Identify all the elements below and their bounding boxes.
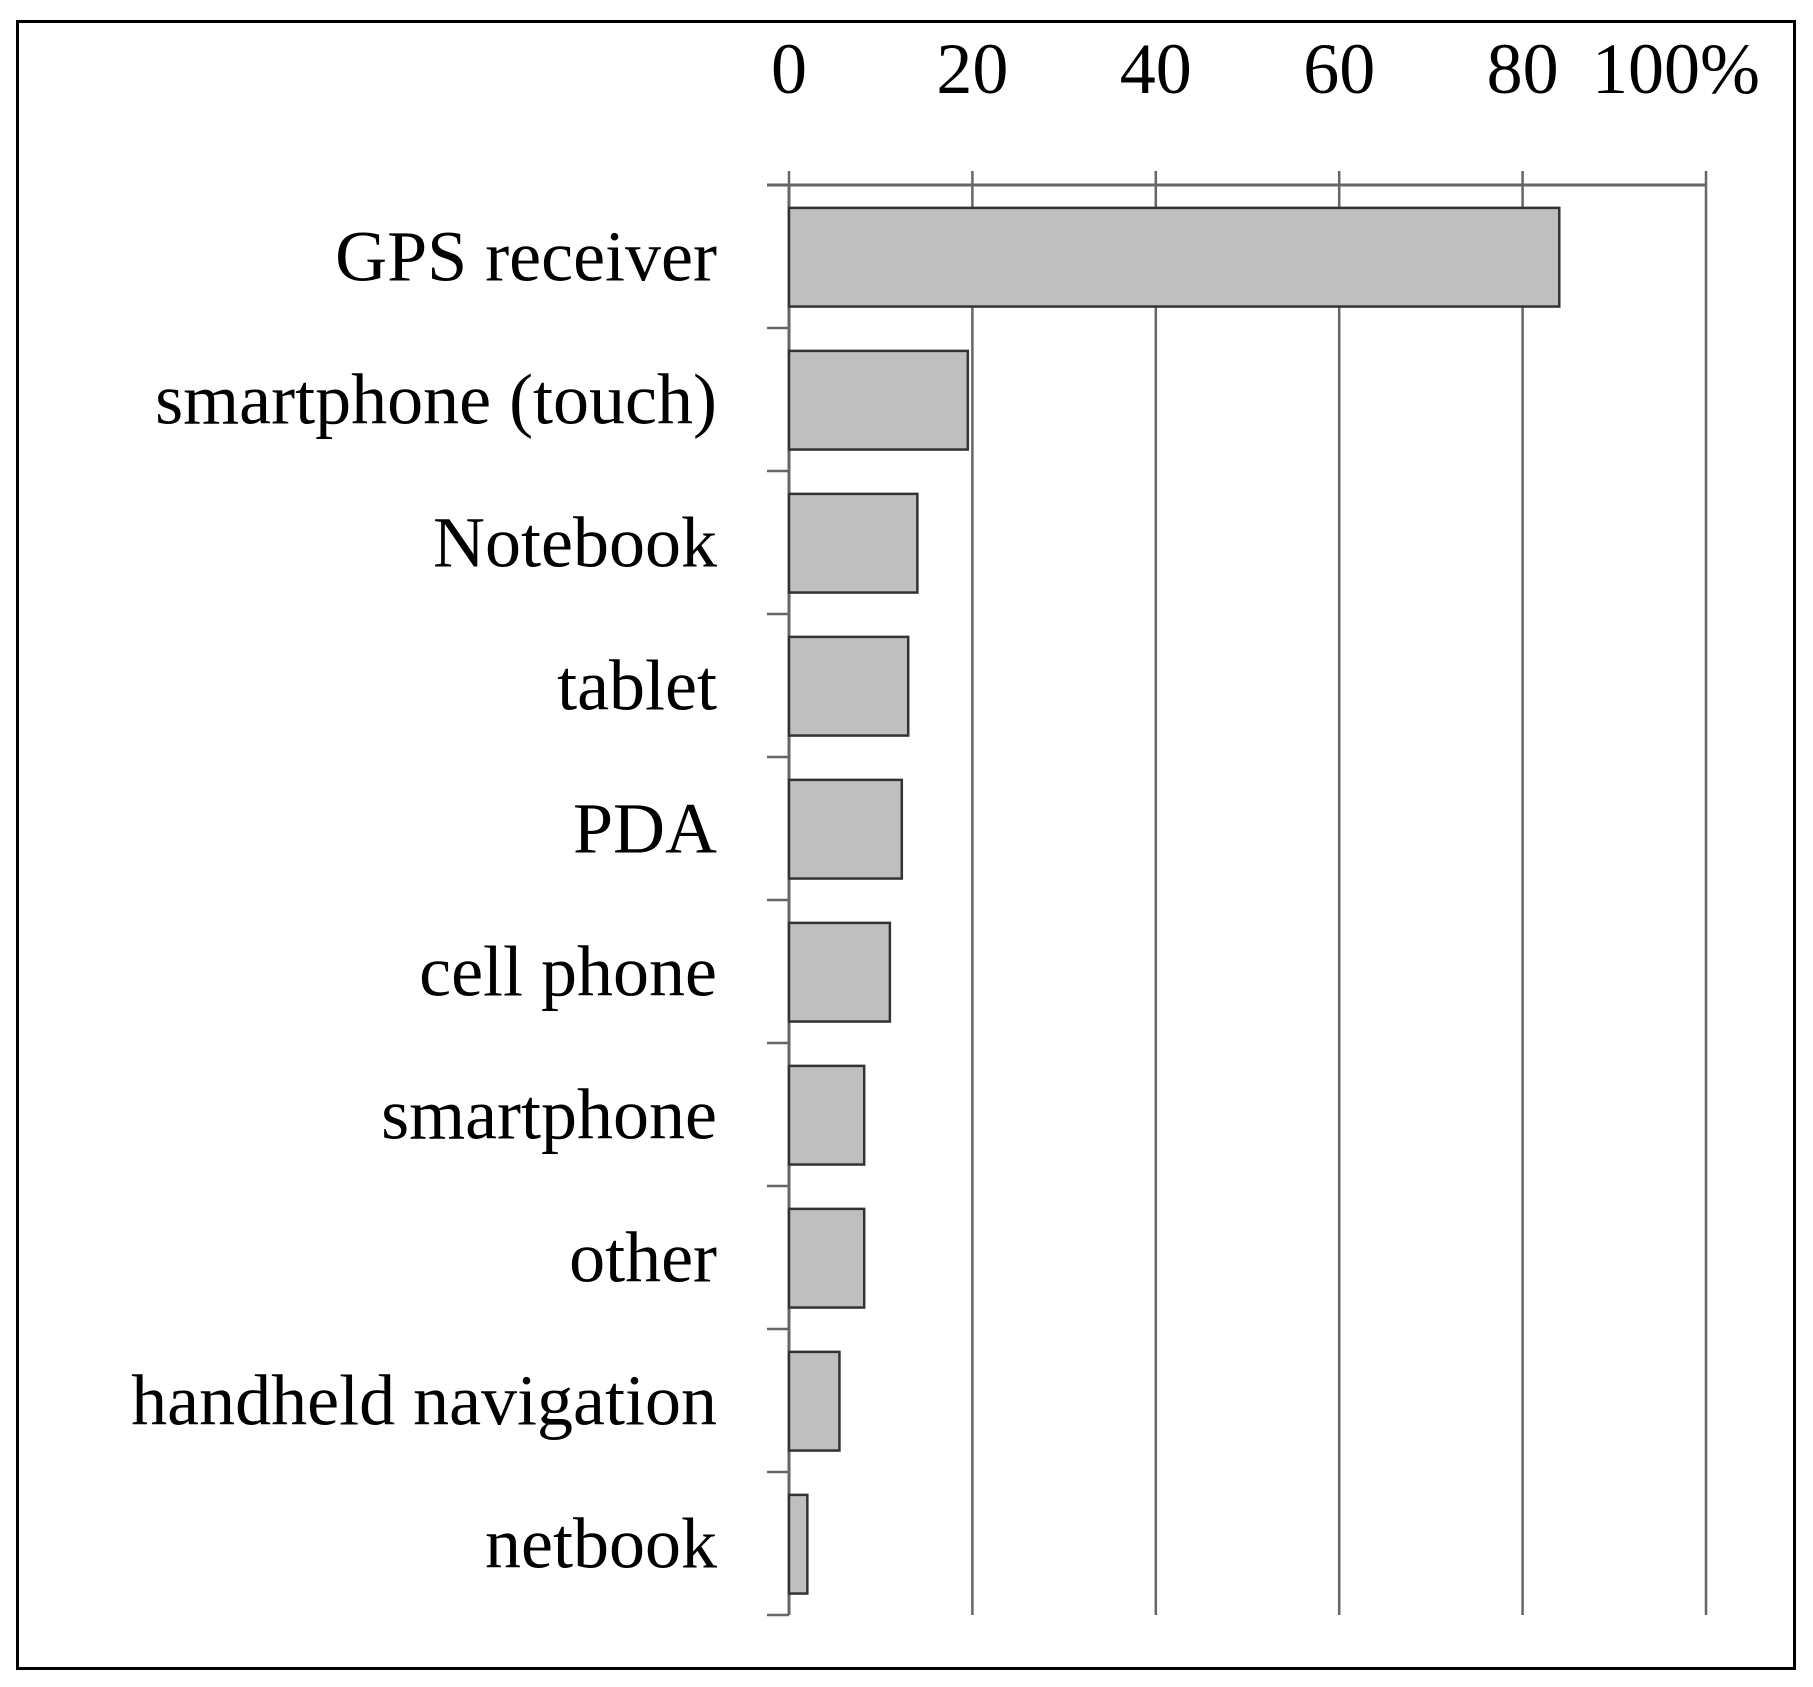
x-tick-label: 60 <box>1303 29 1375 109</box>
x-tick-label: 80 <box>1487 29 1559 109</box>
x-tick-label: 100% <box>1592 29 1760 109</box>
bar <box>787 206 1561 308</box>
x-tick-label: 20 <box>936 29 1008 109</box>
bar <box>787 492 919 594</box>
bar-chart: 0 20 40 60 80 100% GPS receiver smartphone (tou… <box>131 29 1760 1617</box>
category-label: GPS receiver <box>335 217 717 297</box>
gridlines <box>971 185 1708 1615</box>
bar <box>787 921 892 1023</box>
category-label: smartphone <box>381 1075 717 1155</box>
category-label: other <box>569 1218 717 1298</box>
x-tick-label: 0 <box>771 29 807 109</box>
category-label: netbook <box>485 1504 717 1584</box>
category-label: cell phone <box>419 932 717 1012</box>
bars <box>787 206 1561 1595</box>
category-label: Notebook <box>433 503 717 583</box>
bar <box>787 1350 841 1452</box>
category-label: handheld navigation <box>131 1361 717 1441</box>
bar <box>787 635 910 737</box>
bar <box>787 1493 809 1595</box>
chart-frame: 0 20 40 60 80 100% GPS receiver smartphone (tou… <box>16 20 1796 1670</box>
bar <box>787 349 970 451</box>
bar <box>787 1207 866 1309</box>
category-label: PDA <box>573 789 717 869</box>
category-label: smartphone (touch) <box>155 360 717 440</box>
category-label: tablet <box>557 646 717 726</box>
bar <box>787 1064 866 1166</box>
labels: 0 20 40 60 80 100% GPS receiver smartphone (tou… <box>131 29 1760 1584</box>
bar <box>787 778 904 880</box>
x-tick-label: 40 <box>1120 29 1192 109</box>
